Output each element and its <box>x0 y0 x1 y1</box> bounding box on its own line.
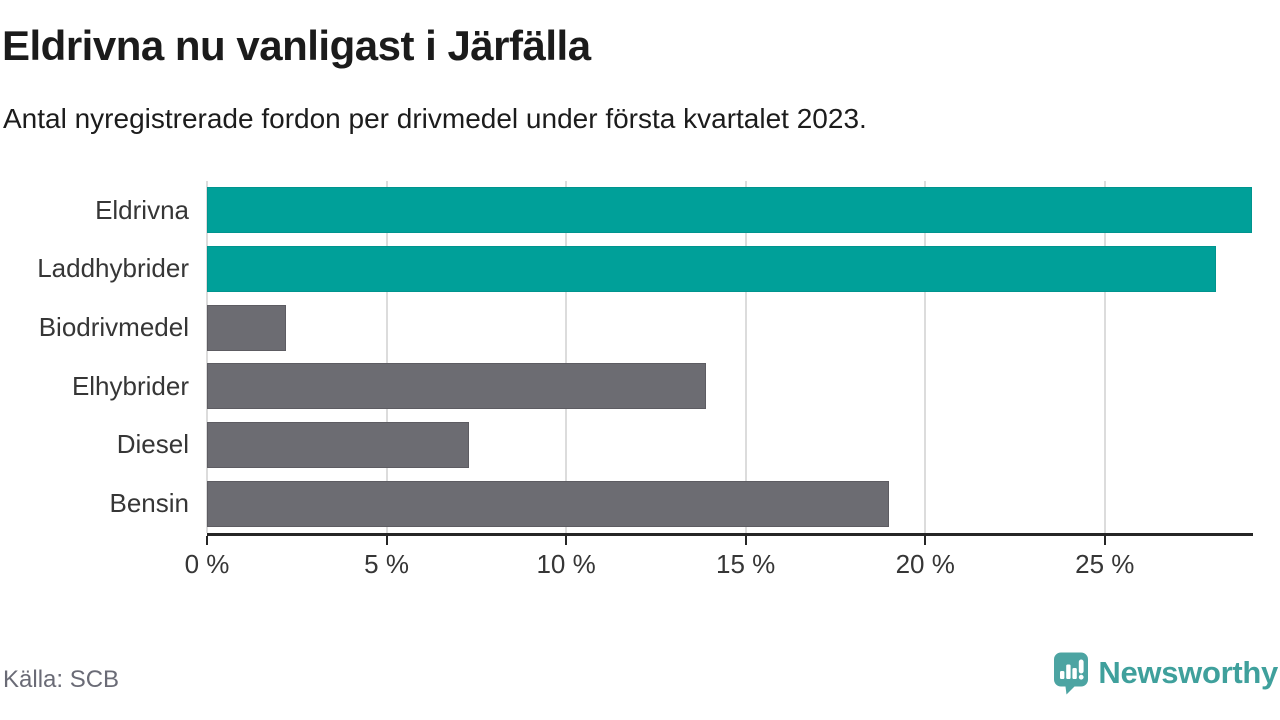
gridline <box>385 181 388 533</box>
x-axis-tick <box>744 536 747 545</box>
bar-row <box>207 357 1252 416</box>
bar-row <box>207 416 1252 475</box>
bar-row <box>207 181 1252 240</box>
category-label: Laddhybrider <box>37 253 189 284</box>
gridline <box>565 181 568 533</box>
bar-bensin <box>207 480 890 527</box>
chart-title: Eldrivna nu vanligast i Järfälla <box>2 22 591 69</box>
newsworthy-bubble-chart-icon <box>1053 652 1089 695</box>
x-axis-tick <box>565 536 568 545</box>
bar-row <box>207 240 1252 299</box>
x-axis-line <box>207 533 1253 536</box>
chart-subtitle: Antal nyregistrerade fordon per drivmede… <box>3 103 867 134</box>
x-axis-tick <box>1103 536 1106 545</box>
bar-eldrivna <box>207 187 1252 234</box>
category-label: Eldrivna <box>95 194 189 225</box>
x-axis-tick <box>206 536 208 545</box>
bar-laddhybrider <box>207 245 1217 292</box>
bar-row <box>207 298 1252 357</box>
gridline <box>744 181 747 533</box>
x-axis-tick-label: 15 % <box>716 549 776 579</box>
category-axis: Eldrivna Laddhybrider Biodrivmedel Elhybrid… <box>0 181 189 533</box>
bar-biodrivmedel <box>207 304 286 351</box>
category-label: Biodrivmedel <box>38 312 189 343</box>
newsworthy-wordmark: Newsworthy <box>1098 655 1278 690</box>
gridline <box>206 181 208 533</box>
bar-row <box>207 474 1252 533</box>
gridline <box>1103 181 1106 533</box>
x-axis-tick-label: 0 % <box>184 549 230 579</box>
x-axis-tick <box>385 536 388 545</box>
bar-chart: Eldrivna Laddhybrider Biodrivmedel Elhybrid… <box>0 181 1280 601</box>
x-axis-tick <box>924 536 927 545</box>
newsworthy-logo: Newsworthy <box>1053 650 1278 696</box>
category-label: Diesel <box>116 429 189 460</box>
x-axis-tick-label: 25 % <box>1075 549 1135 579</box>
bar-elhybrider <box>207 363 707 410</box>
gridline <box>924 181 927 533</box>
x-axis-tick-label: 20 % <box>895 549 955 579</box>
source-note: Källa: SCB <box>3 666 120 693</box>
bar-diesel <box>207 421 470 468</box>
category-label: Bensin <box>109 488 190 519</box>
x-axis-tick-label: 10 % <box>536 549 596 579</box>
x-axis-tick-label: 5 % <box>364 549 409 579</box>
plot-area <box>206 181 1252 533</box>
category-label: Elhybrider <box>71 370 189 401</box>
